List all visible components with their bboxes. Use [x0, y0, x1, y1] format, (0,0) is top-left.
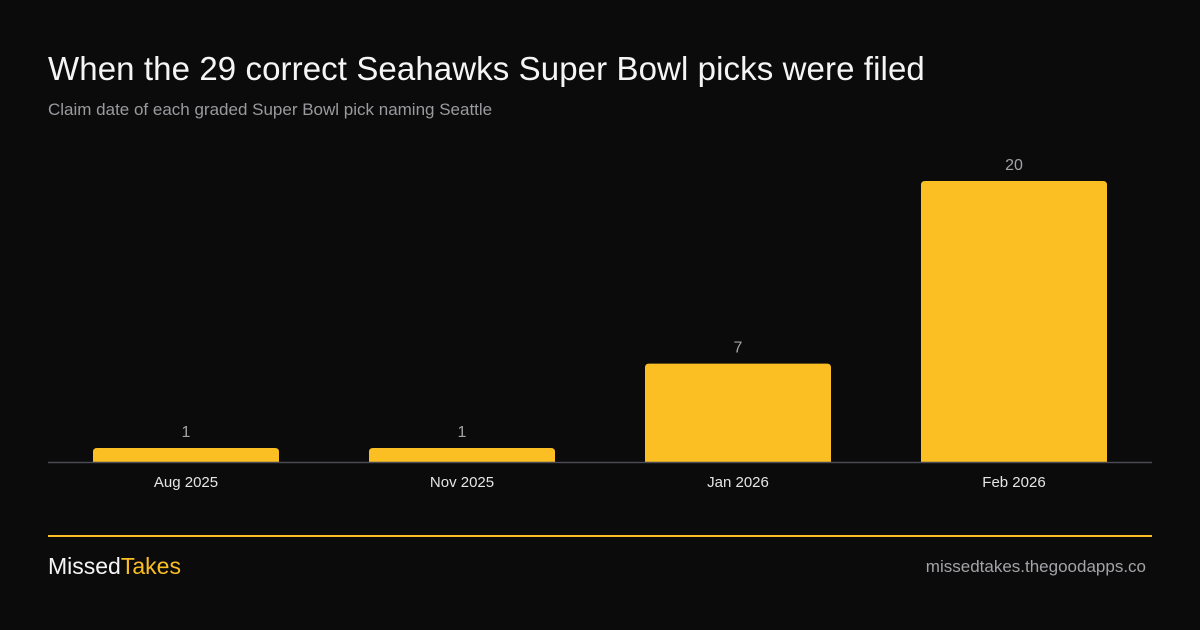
bar-value-label: 7: [734, 340, 743, 357]
bar-aug-2025: [93, 447, 279, 462]
site-url: missedtakes.thegoodapps.co: [925, 557, 1146, 576]
brand-logo: MissedTakes: [48, 553, 181, 580]
brand-name-part2: Takes: [120, 553, 181, 579]
bar-feb-2026: [921, 181, 1107, 462]
x-tick-label: Nov 2025: [430, 474, 494, 491]
x-tick-label: Aug 2025: [154, 474, 218, 491]
footer-divider: [48, 535, 1152, 537]
bar-value-label: 1: [458, 424, 467, 441]
bar-value-label: 1: [182, 424, 191, 441]
x-tick-label: Feb 2026: [982, 474, 1045, 491]
chart-subtitle: Claim date of each graded Super Bowl pic…: [48, 100, 493, 119]
brand-name-part1: Missed: [48, 553, 121, 579]
bar-jan-2026: [645, 363, 831, 462]
chart-title: When the 29 correct Seahawks Super Bowl …: [48, 50, 925, 87]
x-tick-label: Jan 2026: [707, 474, 769, 491]
bar-nov-2025: [369, 447, 555, 462]
bar-value-label: 20: [1005, 157, 1023, 174]
